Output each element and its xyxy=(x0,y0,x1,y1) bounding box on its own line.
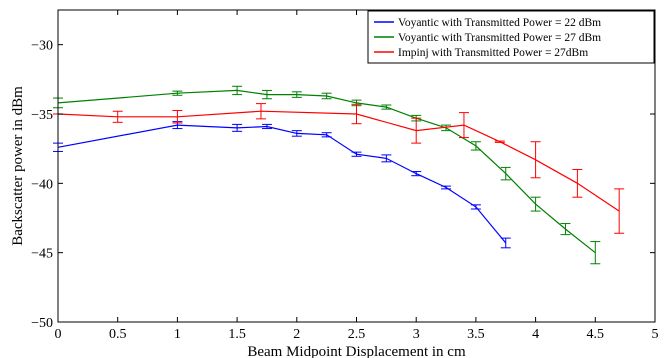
series-layer xyxy=(53,85,625,265)
error-bar xyxy=(291,91,302,98)
error-bar xyxy=(172,110,183,124)
y-tick-label: −45 xyxy=(31,247,53,262)
error-bar xyxy=(441,185,452,190)
y-axis: −50 −45 −40 −35 −30 xyxy=(31,39,655,331)
error-bar xyxy=(255,103,266,120)
x-tick-label: 3 xyxy=(413,327,420,342)
legend-box xyxy=(367,10,655,64)
x-tick-label: 1 xyxy=(174,327,181,342)
series-2 xyxy=(53,103,625,234)
error-bar xyxy=(530,141,541,179)
error-bar xyxy=(112,110,123,123)
legend-label: Impinj with Transmitted Power = 27dBm xyxy=(398,47,588,59)
error-bar xyxy=(291,130,302,137)
error-bar xyxy=(261,123,272,130)
x-tick-label: 2 xyxy=(293,327,300,342)
legend-label: Voyantic with Transmitted Power = 22 dBm xyxy=(398,17,601,29)
error-bar xyxy=(411,171,422,177)
error-bar xyxy=(232,123,243,132)
y-tick-label: −40 xyxy=(31,177,53,192)
error-bar xyxy=(321,132,332,138)
series-0 xyxy=(53,121,511,249)
error-bar xyxy=(614,188,625,234)
error-bar xyxy=(441,124,452,132)
x-tick-label: 1.5 xyxy=(228,327,246,342)
error-bar xyxy=(381,154,392,163)
error-bar xyxy=(494,140,505,143)
legend-label: Voyantic with Transmitted Power = 27 dBm xyxy=(398,32,601,44)
y-tick-label: −30 xyxy=(31,39,53,54)
error-bar xyxy=(351,103,362,125)
error-bar xyxy=(560,223,571,236)
legend: Voyantic with Transmitted Power = 22 dBm… xyxy=(367,10,655,64)
legend-item: Voyantic with Transmitted Power = 22 dBm xyxy=(374,17,601,29)
legend-item: Impinj with Transmitted Power = 27dBm xyxy=(374,47,588,59)
error-bar xyxy=(351,151,362,157)
error-bar xyxy=(232,85,243,96)
x-tick-label: 0 xyxy=(55,327,62,342)
x-tick-label: 2.5 xyxy=(348,327,366,342)
y-tick-label: −35 xyxy=(31,108,53,123)
error-bar xyxy=(411,117,422,144)
y-tick-label: −50 xyxy=(31,316,53,331)
error-bar xyxy=(590,241,601,265)
error-bar xyxy=(172,90,183,96)
error-bar xyxy=(381,104,392,110)
error-bar xyxy=(470,204,481,210)
error-bar xyxy=(530,196,541,212)
x-tick-label: 3.5 xyxy=(467,327,485,342)
series-line xyxy=(57,124,507,244)
x-tick-label: 4.5 xyxy=(587,327,605,342)
series-line xyxy=(57,89,596,254)
x-tick-label: 5 xyxy=(652,327,659,342)
x-axis: 0 0.5 1 1.5 2 2.5 3 3.5 4 4.5 5 xyxy=(55,10,659,342)
legend-item: Voyantic with Transmitted Power = 27 dBm xyxy=(374,32,601,44)
series-line xyxy=(57,110,620,212)
error-bar xyxy=(470,141,481,151)
x-tick-label: 0.5 xyxy=(109,327,127,342)
error-bar xyxy=(572,168,583,198)
error-bar xyxy=(321,92,332,100)
error-bar xyxy=(500,237,511,249)
x-tick-label: 4 xyxy=(532,327,539,342)
y-axis-label: Backscatter power in dBm xyxy=(10,86,26,246)
error-bar xyxy=(458,112,469,139)
error-bar xyxy=(500,166,511,181)
x-axis-label: Beam Midpoint Displacement in cm xyxy=(247,344,466,358)
error-bar xyxy=(261,89,272,100)
